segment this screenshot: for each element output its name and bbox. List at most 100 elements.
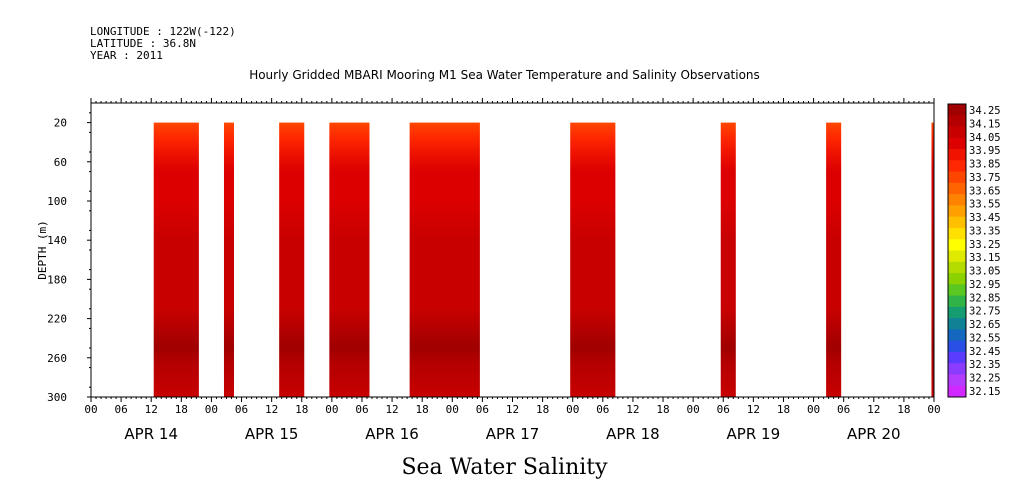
x-tick-label: 12	[506, 403, 519, 416]
colorbar-label: 33.75	[969, 172, 1001, 184]
salinity-block	[826, 122, 842, 397]
x-tick-label: 06	[717, 403, 730, 416]
y-tick-label: 140	[47, 234, 67, 247]
x-tick-label: 12	[385, 403, 398, 416]
y-tick-label: 300	[47, 391, 67, 404]
x-tick-label: 06	[114, 403, 127, 416]
colorbar-swatch	[948, 329, 966, 342]
colorbar-swatch	[948, 250, 966, 263]
x-tick-label: 18	[536, 403, 549, 416]
x-tick-label: 12	[747, 403, 760, 416]
colorbar-swatch	[948, 284, 966, 297]
colorbar-label: 34.05	[969, 132, 1001, 144]
y-axis-label: DEPTH (m)	[36, 220, 49, 280]
colorbar-swatch	[948, 363, 966, 375]
y-tick-label: 180	[47, 273, 67, 286]
x-day-label: APR 15	[245, 425, 299, 443]
colorbar-swatch	[948, 216, 966, 229]
salinity-block	[409, 122, 480, 397]
x-tick-label: 12	[145, 403, 158, 416]
x-tick-label: 00	[566, 403, 579, 416]
colorbar-swatch	[948, 137, 966, 150]
latitude-label: LATITUDE : 36.8N	[90, 37, 196, 50]
colorbar-swatch	[948, 126, 966, 139]
colorbar-swatch	[948, 160, 966, 173]
x-tick-label: 18	[295, 403, 308, 416]
colorbar-swatch	[948, 351, 966, 364]
x-day-label: APR 14	[124, 425, 178, 443]
x-tick-label: 06	[235, 403, 248, 416]
x-tick-label: 06	[596, 403, 609, 416]
colorbar-swatch	[948, 115, 966, 128]
colorbar-label: 32.45	[969, 346, 1001, 358]
colorbar-label: 33.45	[969, 212, 1001, 224]
x-tick-label: 06	[355, 403, 368, 416]
x-tick-label: 12	[265, 403, 278, 416]
colorbar-label: 33.95	[969, 145, 1001, 157]
chart-caption: Sea Water Salinity	[401, 455, 608, 480]
salinity-block	[570, 122, 616, 397]
x-tick-label: 06	[837, 403, 850, 416]
x-tick-label: 00	[84, 403, 97, 416]
chart-title: Hourly Gridded MBARI Mooring M1 Sea Wate…	[249, 68, 760, 82]
colorbar-swatch	[948, 374, 966, 387]
colorbar-swatch	[948, 171, 966, 184]
x-tick-label: 00	[927, 403, 940, 416]
x-day-label: APR 17	[486, 425, 540, 443]
x-tick-label: 12	[626, 403, 639, 416]
colorbar-swatch	[948, 261, 966, 274]
colorbar-label: 32.65	[969, 319, 1001, 331]
x-tick-label: 18	[656, 403, 669, 416]
colorbar-swatch	[948, 273, 966, 285]
salinity-block	[279, 122, 305, 397]
colorbar-swatch	[948, 239, 966, 251]
x-day-label: APR 18	[606, 425, 660, 443]
colorbar-frame	[947, 103, 967, 398]
plot-frame	[90, 102, 935, 398]
colorbar-label: 32.55	[969, 332, 1001, 344]
colorbar-swatch	[948, 318, 966, 330]
longitude-label: LONGITUDE : 122W(-122)	[90, 25, 236, 38]
colorbar-swatch	[948, 295, 966, 308]
x-tick-label: 18	[777, 403, 790, 416]
x-tick-label: 18	[416, 403, 429, 416]
data-layer	[153, 122, 934, 397]
colorbar-label: 33.35	[969, 225, 1001, 237]
colorbar-swatch	[948, 306, 966, 319]
colorbar-label: 32.15	[969, 386, 1001, 398]
y-tick-label: 100	[47, 195, 67, 208]
colorbar-swatch	[948, 104, 966, 116]
colorbar-swatch	[948, 227, 966, 240]
colorbar-swatch	[948, 205, 966, 218]
salinity-block	[153, 122, 199, 397]
x-day-label: APR 16	[365, 425, 419, 443]
colorbar-label: 33.55	[969, 199, 1001, 211]
colorbar-label: 32.35	[969, 359, 1001, 371]
colorbar-swatch	[948, 182, 966, 195]
x-day-label: APR 19	[727, 425, 781, 443]
y-tick-label: 60	[54, 156, 67, 169]
colorbar-swatch	[948, 340, 966, 353]
x-tick-label: 12	[867, 403, 880, 416]
salinity-block	[223, 122, 235, 397]
colorbar-swatch	[948, 194, 966, 206]
colorbar-label: 33.15	[969, 252, 1001, 264]
year-label: YEAR : 2011	[90, 49, 163, 62]
colorbar-swatch	[948, 385, 966, 398]
colorbar-label: 33.65	[969, 185, 1001, 197]
x-tick-label: 00	[446, 403, 459, 416]
colorbar-label: 32.95	[969, 279, 1001, 291]
axes-layer: 20 60 100 140 180 220 260 300 DEPTH (m) 00 06 12 18 0…	[36, 98, 941, 443]
colorbar-label: 33.25	[969, 239, 1001, 251]
x-tick-label: 00	[325, 403, 338, 416]
x-tick-label: 18	[175, 403, 188, 416]
colorbar-label: 34.15	[969, 118, 1001, 130]
colorbar-label: 33.05	[969, 266, 1001, 278]
salinity-block	[329, 122, 370, 397]
y-tick-label: 220	[47, 313, 67, 326]
y-tick-label: 20	[54, 117, 67, 130]
x-tick-label: 00	[205, 403, 218, 416]
colorbar-label: 32.25	[969, 373, 1001, 385]
